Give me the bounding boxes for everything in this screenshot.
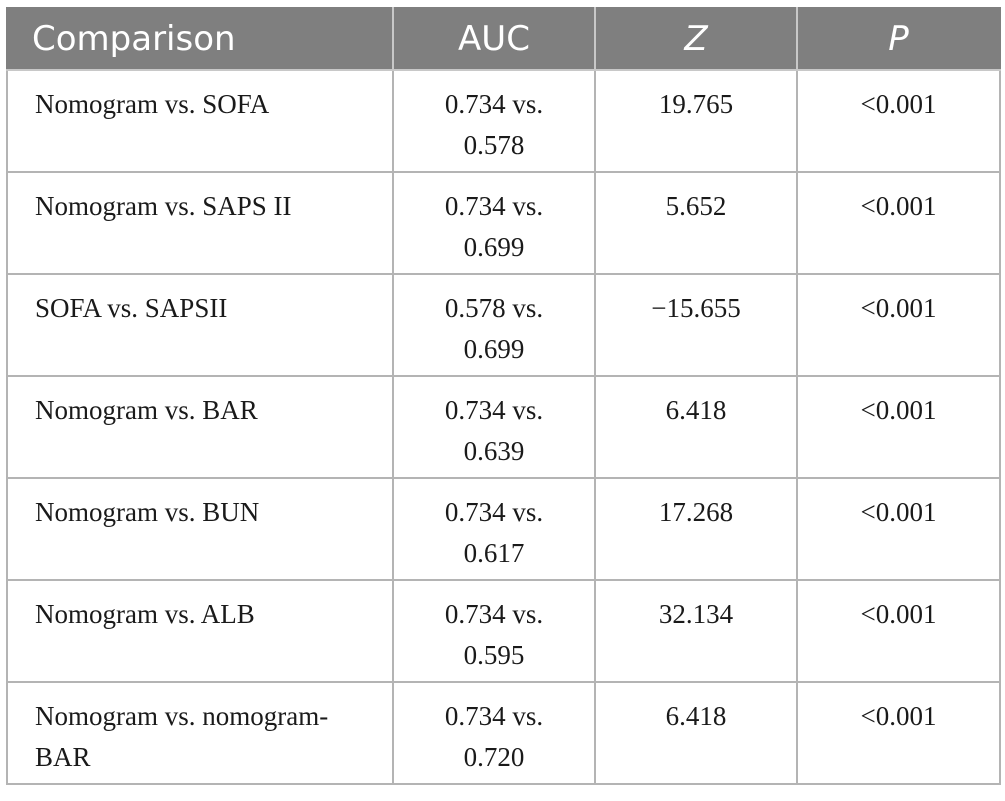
comparison-cell: Nomogram vs. SAPS II [6,171,394,275]
z-cell: 6.418 [594,681,798,785]
auc-cell: 0.734 vs. 0.699 [392,171,596,275]
header-z: Z [594,7,798,71]
table-row: Nomogram vs. BUN 0.734 vs. 0.617 17.268 … [6,477,1001,581]
z-text: 5.652 [665,191,727,221]
z-text: −15.655 [651,293,741,323]
p-text: <0.001 [860,191,937,221]
auc-cell: 0.734 vs. 0.617 [392,477,596,581]
comparison-text: Nomogram vs. ALB [35,599,255,629]
p-text: <0.001 [860,701,937,731]
p-text: <0.001 [860,497,937,527]
p-cell: <0.001 [796,171,1001,275]
p-cell: <0.001 [796,477,1001,581]
p-text: <0.001 [860,599,937,629]
comparison-text: Nomogram vs. SOFA [35,89,270,119]
comparison-cell: Nomogram vs. nomogram-BAR [6,681,394,785]
auc-text: 0.734 vs. 0.720 [444,701,544,772]
table-row: Nomogram vs. ALB 0.734 vs. 0.595 32.134 … [6,579,1001,683]
auc-text: 0.734 vs. 0.578 [444,89,544,160]
comparison-cell: Nomogram vs. BAR [6,375,394,479]
table-header: Comparison AUC Z P [6,7,1001,71]
p-text: <0.001 [860,395,937,425]
comparison-cell: Nomogram vs. SOFA [6,69,394,173]
p-cell: <0.001 [796,375,1001,479]
table-row: SOFA vs. SAPSII 0.578 vs. 0.699 −15.655 … [6,273,1001,377]
z-cell: 6.418 [594,375,798,479]
auc-cell: 0.734 vs. 0.578 [392,69,596,173]
auc-cell: 0.734 vs. 0.595 [392,579,596,683]
auc-text: 0.734 vs. 0.639 [444,395,544,466]
z-cell: 32.134 [594,579,798,683]
table-body: Nomogram vs. SOFA 0.734 vs. 0.578 19.765… [6,69,1001,785]
z-text: 32.134 [658,599,734,629]
comparison-text: Nomogram vs. SAPS II [35,191,292,221]
header-row: Comparison AUC Z P [6,7,1001,71]
p-text: <0.001 [860,89,937,119]
table-row: Nomogram vs. SAPS II 0.734 vs. 0.699 5.6… [6,171,1001,275]
header-auc: AUC [392,7,596,71]
comparison-text: SOFA vs. SAPSII [35,293,228,323]
table-row: Nomogram vs. BAR 0.734 vs. 0.639 6.418 <… [6,375,1001,479]
p-cell: <0.001 [796,579,1001,683]
z-cell: 5.652 [594,171,798,275]
p-text: <0.001 [860,293,937,323]
z-text: 6.418 [665,395,727,425]
z-cell: 19.765 [594,69,798,173]
auc-text: 0.734 vs. 0.699 [444,191,544,262]
auc-text: 0.734 vs. 0.617 [444,497,544,568]
auc-text: 0.734 vs. 0.595 [444,599,544,670]
z-cell: 17.268 [594,477,798,581]
p-cell: <0.001 [796,69,1001,173]
z-text: 17.268 [658,497,734,527]
comparison-table-container: Comparison AUC Z P Nomogram vs. SOFA 0.7… [6,7,1001,785]
z-text: 19.765 [658,89,734,119]
comparison-cell: Nomogram vs. ALB [6,579,394,683]
p-cell: <0.001 [796,681,1001,785]
comparison-cell: SOFA vs. SAPSII [6,273,394,377]
comparison-text: Nomogram vs. BUN [35,497,260,527]
header-p: P [796,7,1001,71]
auc-comparison-table: Comparison AUC Z P Nomogram vs. SOFA 0.7… [6,7,1001,785]
header-comparison: Comparison [6,7,394,71]
comparison-cell: Nomogram vs. BUN [6,477,394,581]
auc-cell: 0.578 vs. 0.699 [392,273,596,377]
table-row: Nomogram vs. nomogram-BAR 0.734 vs. 0.72… [6,681,1001,785]
p-cell: <0.001 [796,273,1001,377]
z-text: 6.418 [665,701,727,731]
auc-cell: 0.734 vs. 0.639 [392,375,596,479]
auc-text: 0.578 vs. 0.699 [444,293,544,364]
comparison-text: Nomogram vs. BAR [35,395,258,425]
comparison-text: Nomogram vs. nomogram-BAR [35,701,329,772]
z-cell: −15.655 [594,273,798,377]
table-row: Nomogram vs. SOFA 0.734 vs. 0.578 19.765… [6,69,1001,173]
auc-cell: 0.734 vs. 0.720 [392,681,596,785]
